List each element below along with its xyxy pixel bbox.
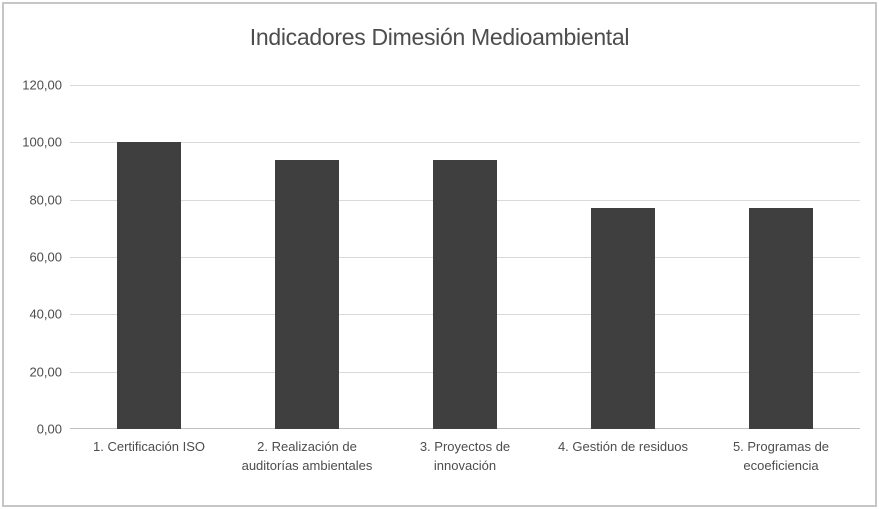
x-category-label: 4. Gestión de residuos — [557, 439, 689, 454]
gridline — [70, 142, 860, 144]
gridline — [70, 85, 860, 86]
category-slot — [702, 85, 860, 429]
y-tick-label: 40,00 — [29, 306, 62, 322]
x-category-label: 3. Proyectos de innovación — [419, 439, 511, 473]
bar — [591, 208, 655, 429]
bar — [275, 159, 339, 429]
category-slot — [70, 85, 228, 429]
x-category-label: 2. Realización de auditorías ambientales — [241, 439, 373, 473]
y-tick-label: 20,00 — [29, 364, 62, 380]
x-axis-labels: 1. Certificación ISO 2. Realización de au… — [70, 438, 860, 486]
y-tick-label: 60,00 — [29, 249, 62, 265]
plot-area — [70, 85, 860, 429]
y-tick-label: 100,00 — [22, 134, 62, 150]
bar — [749, 208, 813, 429]
x-category-label: 5. Programas de ecoeficiencia — [732, 439, 830, 473]
category-slot — [544, 85, 702, 429]
bar — [433, 159, 497, 429]
y-tick-label: 120,00 — [22, 77, 62, 93]
x-category-label: 1. Certificación ISO — [93, 439, 205, 454]
y-tick-label: 0,00 — [36, 421, 62, 437]
bar — [117, 142, 181, 429]
chart-title: Indicadores Dimesión Medioambiental — [249, 24, 630, 50]
y-axis-labels: 120,00 100,00 80,00 60,00 40,00 20,00 0,00 — [8, 78, 62, 437]
category-slot — [386, 85, 544, 429]
category-slot — [228, 85, 386, 429]
y-tick-label: 80,00 — [29, 192, 62, 208]
